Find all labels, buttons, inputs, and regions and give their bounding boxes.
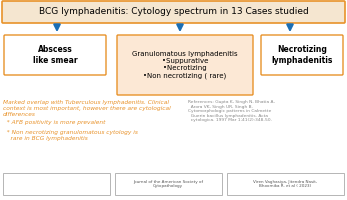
FancyBboxPatch shape (2, 1, 345, 23)
Text: BCG lymphadenitis: Cytology spectrum in 13 Cases studied: BCG lymphadenitis: Cytology spectrum in … (39, 7, 309, 17)
Text: Granulomatous lymphadenitis
•Suppurative
•Necrotizing
•Non necrotizing ( rare): Granulomatous lymphadenitis •Suppurative… (132, 51, 238, 79)
FancyBboxPatch shape (3, 173, 110, 195)
Text: Viren Vaghasiya, Jitendra Nasit,
Bhoomika R. et al ( 2023): Viren Vaghasiya, Jitendra Nasit, Bhoomik… (253, 180, 317, 188)
Text: Abscess
like smear: Abscess like smear (33, 45, 77, 65)
Text: Necrotizing
lymphadenitis: Necrotizing lymphadenitis (271, 45, 333, 65)
Text: Marked overlap with Tuberculous lymphadenitis. Clinical
context is most importan: Marked overlap with Tuberculous lymphade… (3, 100, 171, 117)
FancyBboxPatch shape (227, 173, 344, 195)
Text: References: Gupta K, Singh N, Bhatia A,
  Arora VK, Singh UR, Singh B.
Cytomorph: References: Gupta K, Singh N, Bhatia A, … (188, 100, 275, 122)
FancyBboxPatch shape (261, 35, 343, 75)
FancyBboxPatch shape (117, 35, 253, 95)
FancyBboxPatch shape (4, 35, 106, 75)
Text: Journal of the American Society of
Cytopathology: Journal of the American Society of Cytop… (133, 180, 203, 188)
Text: * Non necrotizing granulomatous cytology is
    rare in BCG lymphadenitis: * Non necrotizing granulomatous cytology… (3, 130, 138, 141)
FancyBboxPatch shape (115, 173, 222, 195)
Text: * AFB positivity is more prevalent: * AFB positivity is more prevalent (3, 120, 105, 125)
